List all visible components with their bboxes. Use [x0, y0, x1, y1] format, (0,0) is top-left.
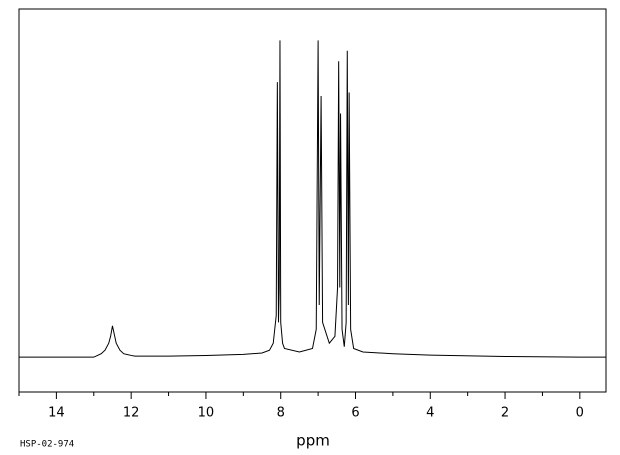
x-tick-label: 2 — [501, 406, 509, 421]
x-tick-label: 0 — [576, 406, 584, 421]
x-tick-label: 10 — [198, 406, 215, 421]
x-tick-label: 14 — [48, 406, 65, 421]
spectrum-line — [19, 40, 606, 358]
x-axis-title: ppm — [296, 432, 330, 450]
plot-frame — [18, 8, 607, 393]
x-tick-label: 4 — [426, 406, 434, 421]
x-tick-label: 12 — [123, 406, 140, 421]
x-tick-label: 6 — [351, 406, 359, 421]
x-tick-label: 8 — [277, 406, 285, 421]
footnote: HSP-02-974 — [20, 440, 74, 450]
